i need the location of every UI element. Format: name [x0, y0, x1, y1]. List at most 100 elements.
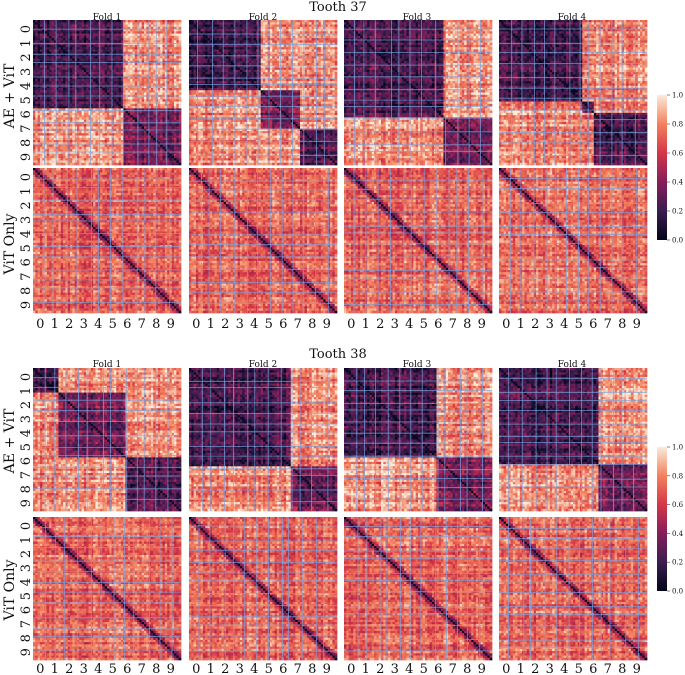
- heatmap-cell: [174, 113, 177, 116]
- heatmap-cell: [172, 20, 175, 23]
- heatmap-cell: [160, 113, 163, 116]
- heatmap-cell: [79, 31, 82, 34]
- heatmap-cell: [38, 22, 41, 25]
- heatmap-cell: [49, 117, 52, 120]
- heatmap-cell: [128, 93, 131, 96]
- heatmap-cell: [153, 120, 156, 123]
- heatmap-cell: [63, 88, 66, 91]
- heatmap-cell: [132, 120, 135, 123]
- heatmap-cell: [47, 47, 50, 50]
- heatmap-cell: [153, 20, 156, 23]
- heatmap-cell: [107, 93, 110, 96]
- heatmap-cell: [61, 59, 64, 62]
- heatmap-cell: [107, 88, 110, 91]
- heatmap-cell: [79, 68, 82, 71]
- heatmap-cell: [142, 59, 145, 62]
- heatmap-cell: [151, 102, 154, 105]
- heatmap-cell: [45, 38, 48, 41]
- heatmap-cell: [86, 65, 89, 68]
- heatmap-cell: [137, 40, 140, 43]
- heatmap-cell: [160, 59, 163, 62]
- heatmap-cell: [86, 81, 89, 84]
- heatmap-cell: [130, 115, 133, 118]
- heatmap-cell: [79, 45, 82, 48]
- heatmap-cell: [56, 102, 59, 105]
- heatmap-cell: [35, 56, 38, 59]
- heatmap-cell: [49, 90, 52, 93]
- heatmap-cell: [130, 36, 133, 39]
- heatmap-cell: [52, 63, 55, 66]
- heatmap-cell: [72, 36, 75, 39]
- heatmap-cell: [45, 34, 48, 37]
- heatmap-cell: [91, 124, 94, 127]
- heatmap-cell: [169, 81, 172, 84]
- heatmap-cell: [77, 120, 80, 123]
- heatmap-cell: [93, 104, 96, 107]
- heatmap-cell: [47, 56, 50, 59]
- heatmap-cell: [167, 20, 170, 23]
- heatmap-cell: [65, 56, 68, 59]
- heatmap-cell: [38, 31, 41, 34]
- heatmap-cell: [176, 93, 179, 96]
- heatmap-cell: [172, 79, 175, 82]
- heatmap-cell: [163, 22, 166, 25]
- heatmap-cell: [119, 20, 122, 23]
- heatmap-cell: [82, 113, 85, 116]
- heatmap-cell: [58, 97, 61, 100]
- heatmap-cell: [144, 88, 147, 91]
- heatmap-cell: [58, 113, 61, 116]
- heatmap-cell: [47, 122, 50, 125]
- heatmap-cell: [33, 22, 36, 25]
- heatmap-cell: [160, 36, 163, 39]
- heatmap-cell: [56, 40, 59, 43]
- tooth-37-title: Tooth 37: [309, 0, 367, 15]
- heatmap-cell: [119, 81, 122, 84]
- heatmap-cell: [142, 104, 145, 107]
- heatmap-cell: [49, 59, 52, 62]
- heatmap-cell: [151, 40, 154, 43]
- heatmap-cell: [160, 115, 163, 118]
- heatmap-cell: [158, 36, 161, 39]
- heatmap-cell: [84, 49, 87, 52]
- heatmap-cell: [132, 115, 135, 118]
- heatmap-cell: [52, 88, 55, 91]
- heatmap-cell: [63, 117, 66, 120]
- heatmap-cell: [116, 102, 119, 105]
- heatmap-cell: [158, 104, 161, 107]
- heatmap-cell: [38, 102, 41, 105]
- heatmap-cell: [160, 34, 163, 37]
- heatmap-cell: [58, 25, 61, 28]
- heatmap-cell: [158, 47, 161, 50]
- heatmap-cell: [169, 22, 172, 25]
- heatmap-cell: [119, 120, 122, 123]
- heatmap-cell: [72, 47, 75, 50]
- heatmap-cell: [126, 68, 129, 71]
- heatmap-cell: [47, 99, 50, 102]
- heatmap-cell: [132, 70, 135, 73]
- heatmap-cell: [93, 99, 96, 102]
- heatmap-cell: [176, 115, 179, 118]
- heatmap-cell: [100, 88, 103, 91]
- heatmap-cell: [58, 22, 61, 25]
- heatmap-cell: [61, 126, 64, 129]
- heatmap-cell: [35, 31, 38, 34]
- heatmap-cell: [109, 124, 112, 127]
- heatmap-cell: [63, 102, 66, 105]
- heatmap-cell: [35, 120, 38, 123]
- heatmap-cell: [142, 120, 145, 123]
- heatmap-cell: [72, 65, 75, 68]
- heatmap-cell: [107, 102, 110, 105]
- heatmap-cell: [126, 115, 129, 118]
- heatmap-cell: [35, 124, 38, 127]
- heatmap-cell: [86, 104, 89, 107]
- heatmap-cell: [61, 70, 64, 73]
- heatmap-cell: [47, 31, 50, 34]
- heatmap-cell: [153, 72, 156, 75]
- heatmap-cell: [160, 68, 163, 71]
- heatmap-cell: [163, 79, 166, 82]
- heatmap-cell: [160, 120, 163, 123]
- heatmap-cell: [70, 115, 73, 118]
- heatmap-cell: [84, 65, 87, 68]
- heatmap-cell: [119, 70, 122, 73]
- heatmap-cell: [169, 97, 172, 100]
